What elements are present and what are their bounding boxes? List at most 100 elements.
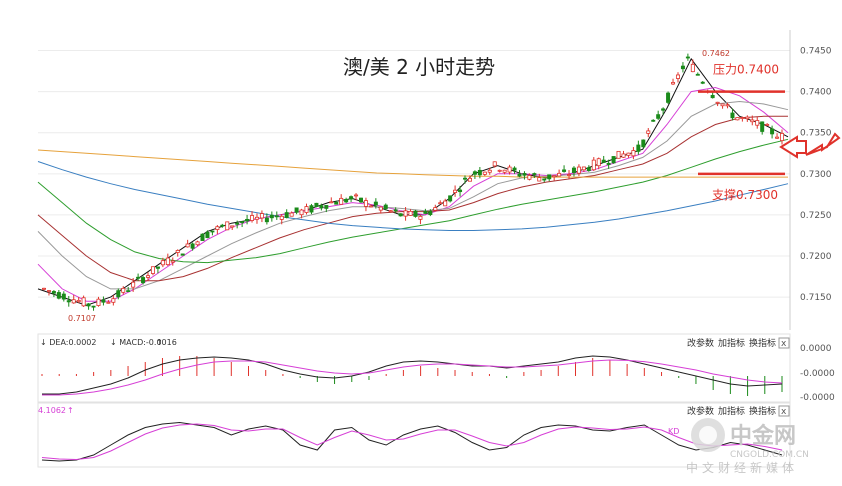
candle-body <box>780 133 785 142</box>
candle-body <box>567 174 572 176</box>
candle-body <box>403 210 408 217</box>
watermark: 中金网 CNGOLD.COM.CN 中文财经新媒体 <box>686 418 809 475</box>
candle-body <box>319 205 324 209</box>
candle-body <box>96 298 101 306</box>
macd-y-tick-label: -0.0000 <box>800 369 835 379</box>
y-tick-label: 0.7300 <box>800 170 832 180</box>
candle-body <box>418 215 423 220</box>
candle-body <box>720 103 725 107</box>
candle-body <box>344 198 349 203</box>
candle-body <box>210 230 215 233</box>
candle-body <box>279 215 284 220</box>
candle-body <box>235 222 240 225</box>
candle-body <box>413 210 418 217</box>
candle-body <box>42 287 47 290</box>
candle-body <box>136 276 141 279</box>
candle-body <box>284 212 289 218</box>
candle-body <box>254 216 259 220</box>
candle-body <box>51 291 56 294</box>
candle-body <box>641 139 646 148</box>
candle-body <box>725 104 730 107</box>
candle-body <box>66 300 71 303</box>
candle-body <box>651 119 656 122</box>
macd-close-icon[interactable]: x <box>781 339 787 349</box>
arrow-left-icon <box>779 135 807 159</box>
candle-body <box>735 117 740 121</box>
macd-frame <box>37 333 791 403</box>
candle-body <box>552 175 557 178</box>
candle-body <box>487 169 492 173</box>
watermark-tagline: 中文财经新媒体 <box>686 460 798 475</box>
moving-average-lines <box>37 57 789 306</box>
candle-body <box>472 171 477 175</box>
macd-y-tick-label: 0.0000 <box>800 344 832 354</box>
y-tick-label: 0.7150 <box>800 293 832 303</box>
candle-body <box>542 178 547 181</box>
candle-body <box>408 210 413 216</box>
candle-body <box>571 167 576 173</box>
candle-body <box>537 177 542 182</box>
candle-body <box>230 225 235 228</box>
candle-body <box>527 175 532 180</box>
candle-body <box>101 299 106 303</box>
macd-edit-params-button[interactable]: 改参数 <box>687 337 714 349</box>
macd-add-indicator-button[interactable]: 加指标 <box>718 337 745 349</box>
candle-body <box>274 215 279 218</box>
candle-body <box>621 153 626 158</box>
candle-body <box>448 195 453 202</box>
macd-switch-indicator-button[interactable]: 换指标 <box>749 337 776 349</box>
candle-body <box>666 92 671 103</box>
kdj-close-button[interactable] <box>778 405 790 417</box>
kdj-edit-params-button[interactable]: 改参数 <box>687 405 714 417</box>
candle-body <box>685 56 690 59</box>
watermark-name: 中金网 <box>730 423 796 449</box>
candle-body <box>339 197 344 205</box>
kdj-add-indicator-button[interactable]: 加指标 <box>718 405 745 417</box>
candle-body <box>453 189 458 193</box>
candle-body <box>299 209 304 216</box>
candles <box>42 53 785 311</box>
kdj-right-label: KD <box>668 427 679 436</box>
candle-body <box>730 112 735 119</box>
candle-body <box>388 210 393 213</box>
candle-body <box>190 243 195 249</box>
kdj-panel: 4.1062 ↑ 改参数 加指标 换指标 x KD <box>37 402 791 468</box>
candle-body <box>106 301 111 304</box>
kdj-switch-indicator-button[interactable]: 换指标 <box>749 405 776 417</box>
candle-body <box>185 243 190 248</box>
candle-body <box>700 81 705 84</box>
candle-body <box>160 260 165 266</box>
candle-body <box>616 150 621 159</box>
candle-body <box>512 167 517 171</box>
arrow-up-right-icon <box>805 132 841 156</box>
candle-body <box>91 305 96 308</box>
kdj-close-icon[interactable]: x <box>781 407 787 417</box>
candle-body <box>150 266 155 274</box>
candle-body <box>477 169 482 176</box>
kdj-frame <box>37 402 791 468</box>
macd-close-button[interactable] <box>778 337 790 349</box>
candle-body <box>368 205 373 208</box>
macd-dea-line <box>42 359 783 396</box>
ma-line-6 <box>37 149 788 178</box>
candle-body <box>225 221 230 231</box>
candle-body <box>116 290 121 298</box>
candle-body <box>250 215 255 221</box>
y-axis-ticks: 0.7450 0.7400 0.7350 0.7300 0.7250 0.7200 0.71… <box>800 47 832 304</box>
candle-body <box>482 171 487 175</box>
candle-body <box>111 298 116 303</box>
candle-body <box>532 173 537 175</box>
candle-body <box>596 158 601 167</box>
candle-body <box>264 217 269 223</box>
candle-body <box>656 114 661 119</box>
candle-body <box>626 152 631 156</box>
candle-body <box>576 166 581 174</box>
candle-body <box>170 260 175 263</box>
candle-body <box>373 201 378 206</box>
candle-body <box>81 297 86 307</box>
candle-body <box>378 206 383 211</box>
candle-body <box>443 200 448 207</box>
watermark-url: CNGOLD.COM.CN <box>730 450 809 460</box>
candle-body <box>765 123 770 126</box>
